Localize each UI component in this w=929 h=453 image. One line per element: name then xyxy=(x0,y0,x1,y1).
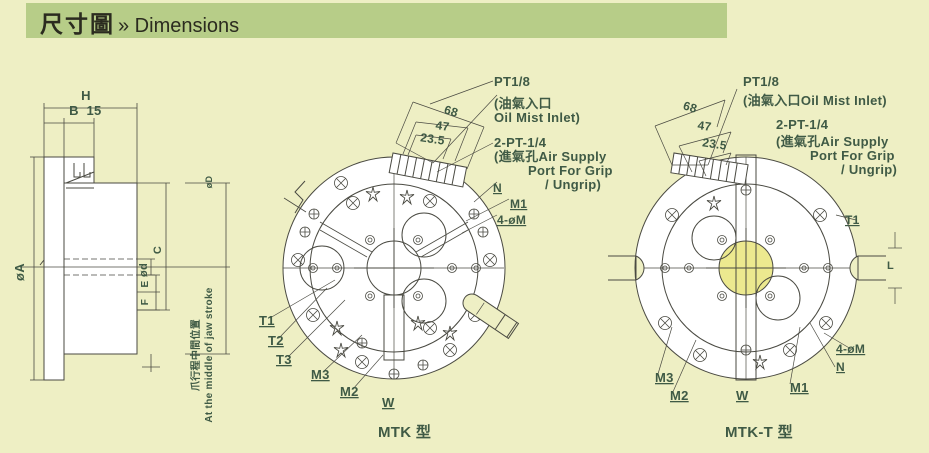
svg-text:(油氣入口: (油氣入口 xyxy=(494,96,552,111)
svg-text:4-øM: 4-øM xyxy=(836,342,865,356)
svg-text:/ Ungrip): / Ungrip) xyxy=(841,162,897,177)
svg-text:2-PT-1/4: 2-PT-1/4 xyxy=(776,117,829,132)
svg-text:MTK-T 型: MTK-T 型 xyxy=(725,423,793,441)
svg-text:Port For Grip: Port For Grip xyxy=(528,163,613,178)
svg-text:N: N xyxy=(836,360,845,374)
svg-text:ød: ød xyxy=(138,263,150,277)
svg-text:øD: øD xyxy=(204,176,214,189)
svg-text:PT1/8: PT1/8 xyxy=(743,74,779,89)
svg-text:M1: M1 xyxy=(510,197,527,211)
svg-text:M1: M1 xyxy=(790,380,809,395)
svg-text:(進氣孔Air Supply: (進氣孔Air Supply xyxy=(494,149,607,164)
svg-text:M2: M2 xyxy=(340,384,359,399)
svg-text:/ Ungrip): / Ungrip) xyxy=(545,177,601,192)
svg-text:T2: T2 xyxy=(268,333,284,348)
svg-text:W: W xyxy=(736,388,749,403)
svg-text:23.5: 23.5 xyxy=(701,135,727,152)
svg-text:E: E xyxy=(140,280,151,287)
svg-text:2-PT-1/4: 2-PT-1/4 xyxy=(494,135,547,150)
svg-text:N: N xyxy=(493,181,502,195)
svg-text:爪行程中間位置: 爪行程中間位置 xyxy=(189,319,202,391)
svg-text:M2: M2 xyxy=(670,388,689,403)
svg-text:23.5: 23.5 xyxy=(419,130,445,147)
svg-text:47: 47 xyxy=(697,118,713,134)
svg-text:H: H xyxy=(81,88,91,103)
svg-text:Port For Grip: Port For Grip xyxy=(810,148,895,163)
svg-text:T1: T1 xyxy=(845,213,860,227)
svg-text:MTK 型: MTK 型 xyxy=(378,423,431,441)
svg-text:M3: M3 xyxy=(655,370,674,385)
svg-text:(油氣入口Oil Mist Inlet): (油氣入口Oil Mist Inlet) xyxy=(743,93,887,108)
svg-text:C: C xyxy=(152,246,164,254)
svg-text:Oil Mist Inlet): Oil Mist Inlet) xyxy=(494,110,580,125)
svg-text:47: 47 xyxy=(435,118,451,134)
svg-text:PT1/8: PT1/8 xyxy=(494,74,530,89)
svg-text:M3: M3 xyxy=(311,367,330,382)
svg-text:L: L xyxy=(887,260,894,272)
svg-text:T1: T1 xyxy=(259,313,275,328)
svg-text:øA: øA xyxy=(12,263,27,281)
svg-text:68: 68 xyxy=(681,98,698,115)
svg-text:F: F xyxy=(140,299,151,305)
svg-text:T3: T3 xyxy=(276,352,292,367)
svg-text:4-øM: 4-øM xyxy=(497,213,526,227)
svg-text:At the middle of jaw stroke: At the middle of jaw stroke xyxy=(204,287,215,422)
svg-text:(進氣孔Air Supply: (進氣孔Air Supply xyxy=(776,134,889,149)
svg-text:W: W xyxy=(382,395,395,410)
svg-text:B: B xyxy=(69,103,79,118)
svg-text:15: 15 xyxy=(86,103,101,118)
